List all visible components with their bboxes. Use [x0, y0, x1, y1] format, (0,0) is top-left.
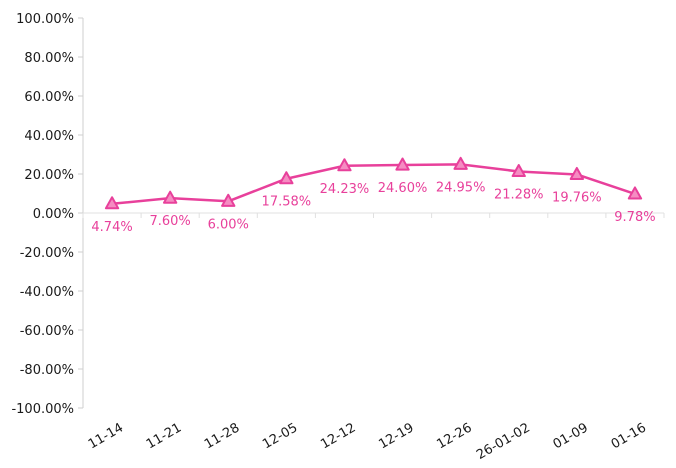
y-tick-label: 40.00% — [24, 129, 74, 144]
data-label: 9.78% — [614, 210, 655, 225]
data-label: 6.00% — [208, 217, 249, 232]
data-label: 19.76% — [552, 190, 602, 205]
data-point-marker[interactable] — [569, 166, 585, 181]
y-tick-label: 100.00% — [16, 12, 74, 27]
x-tick-label: 12-26 — [434, 420, 474, 452]
x-tick-label: 01-16 — [609, 420, 649, 452]
data-label: 4.74% — [91, 220, 132, 235]
x-tick-label: 01-09 — [551, 420, 591, 452]
y-tick-label: 60.00% — [24, 90, 74, 105]
y-tick-label: -60.00% — [20, 324, 74, 339]
data-point-marker[interactable] — [453, 156, 468, 170]
data-labels: 4.74% 7.60% 6.00% 17.58% 24.23% 24.60% 24.95% 2… — [91, 180, 655, 234]
data-point-marker[interactable] — [627, 186, 643, 200]
y-tick-label: -100.00% — [11, 402, 74, 417]
series-line — [111, 163, 636, 206]
data-label: 24.95% — [436, 180, 486, 195]
data-point-marker[interactable] — [511, 164, 526, 178]
y-tick-label: 80.00% — [24, 51, 74, 66]
data-point-marker[interactable] — [162, 190, 178, 204]
y-tick-label: 0.00% — [33, 207, 74, 222]
x-tick-label: 12-19 — [376, 420, 416, 452]
data-label: 7.60% — [149, 214, 190, 229]
x-tick-label: 11-14 — [86, 420, 126, 452]
y-axis: 100.00% 80.00% 60.00% 40.00% 20.00% 0.00% -20.… — [11, 12, 84, 417]
data-point-marker[interactable] — [337, 158, 352, 172]
data-label: 17.58% — [262, 195, 312, 210]
x-tick-label: 12-12 — [318, 420, 358, 452]
x-tick-label: 26-01-02 — [474, 420, 533, 462]
data-label: 21.28% — [494, 188, 544, 203]
data-point-marker[interactable] — [221, 193, 236, 207]
x-axis: 11-14 11-21 11-28 12-05 12-12 12-19 12-26 26-01… — [82, 212, 665, 463]
data-label: 24.60% — [378, 181, 428, 196]
data-point-marker[interactable] — [104, 196, 120, 210]
series-layer — [104, 156, 643, 210]
y-tick-label: -80.00% — [20, 363, 74, 378]
data-point-marker[interactable] — [279, 171, 294, 185]
x-tick-label: 12-05 — [260, 420, 300, 452]
y-tick-label: -40.00% — [20, 285, 74, 300]
data-label: 24.23% — [320, 182, 370, 197]
y-tick-label: -20.00% — [20, 246, 74, 261]
x-tick-label: 11-28 — [202, 420, 242, 452]
data-point-marker[interactable] — [395, 157, 410, 171]
y-tick-label: 20.00% — [24, 168, 74, 183]
x-tick-label: 11-21 — [144, 420, 184, 452]
